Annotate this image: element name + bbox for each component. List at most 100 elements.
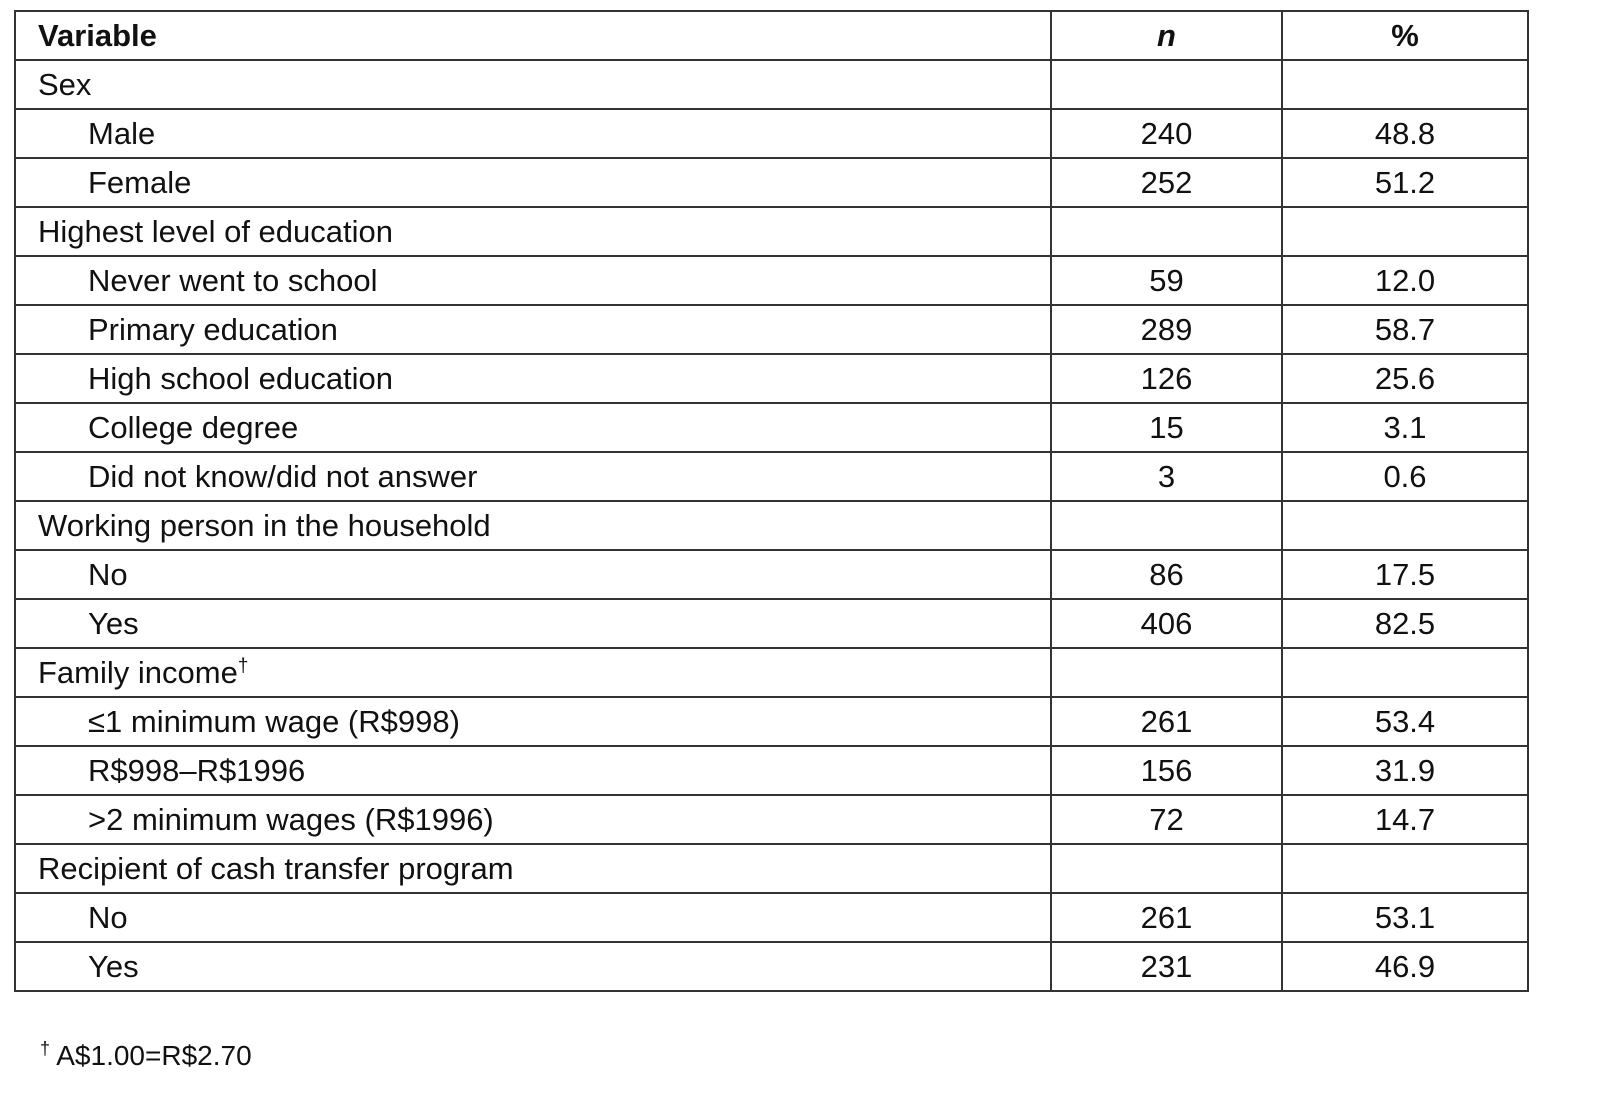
variable-cell: No	[14, 549, 1052, 600]
percent-cell: 46.9	[1281, 941, 1529, 992]
n-cell: 86	[1050, 549, 1283, 600]
variable-cell: >2 minimum wages (R$1996)	[14, 794, 1052, 845]
variable-cell: Working person in the household	[14, 500, 1052, 551]
variable-label: High school education	[88, 361, 394, 396]
variable-label: >2 minimum wages (R$1996)	[88, 802, 494, 837]
footnote-text: A$1.00=R$2.70	[50, 1040, 252, 1071]
table-row: ≤1 minimum wage (R$998) 261 53.4	[14, 696, 1529, 747]
n-cell	[1050, 843, 1283, 894]
table-row: >2 minimum wages (R$1996) 72 14.7	[14, 794, 1529, 845]
percent-cell	[1281, 59, 1529, 110]
table-row: No 261 53.1	[14, 892, 1529, 943]
n-cell: 3	[1050, 451, 1283, 502]
table-row: Male 240 48.8	[14, 108, 1529, 159]
variable-cell: Recipient of cash transfer program	[14, 843, 1052, 894]
header-n: n	[1050, 10, 1283, 61]
percent-cell: 0.6	[1281, 451, 1529, 502]
variable-label: Female	[88, 165, 192, 200]
variable-label: Male	[88, 116, 156, 151]
percent-cell: 3.1	[1281, 402, 1529, 453]
variable-cell: No	[14, 892, 1052, 943]
variable-cell: Yes	[14, 598, 1052, 649]
table-row: Primary education 289 58.7	[14, 304, 1529, 355]
percent-cell: 25.6	[1281, 353, 1529, 404]
percent-cell	[1281, 843, 1529, 894]
percent-cell: 14.7	[1281, 794, 1529, 845]
n-cell: 15	[1050, 402, 1283, 453]
demographics-table: Variable n % Sex Male 240 48.8 Female 252 51.2…	[14, 10, 1529, 992]
n-cell: 252	[1050, 157, 1283, 208]
n-cell	[1050, 206, 1283, 257]
group-row: Working person in the household	[14, 500, 1529, 551]
n-cell: 231	[1050, 941, 1283, 992]
n-cell: 59	[1050, 255, 1283, 306]
variable-cell: Yes	[14, 941, 1052, 992]
variable-cell: Primary education	[14, 304, 1052, 355]
table-row: R$998–R$1996 156 31.9	[14, 745, 1529, 796]
variable-cell: ≤1 minimum wage (R$998)	[14, 696, 1052, 747]
variable-cell: College degree	[14, 402, 1052, 453]
table-row: No 86 17.5	[14, 549, 1529, 600]
variable-label: Highest level of education	[38, 214, 394, 249]
group-row: Sex	[14, 59, 1529, 110]
percent-cell	[1281, 647, 1529, 698]
table-row: High school education 126 25.6	[14, 353, 1529, 404]
variable-label: Primary education	[88, 312, 338, 347]
group-row: Highest level of education	[14, 206, 1529, 257]
n-cell: 261	[1050, 696, 1283, 747]
n-cell: 72	[1050, 794, 1283, 845]
n-cell: 126	[1050, 353, 1283, 404]
n-cell: 261	[1050, 892, 1283, 943]
variable-cell: Sex	[14, 59, 1052, 110]
footnote-mark: †	[40, 1038, 51, 1059]
percent-cell: 48.8	[1281, 108, 1529, 159]
percent-cell: 17.5	[1281, 549, 1529, 600]
variable-cell: High school education	[14, 353, 1052, 404]
variable-cell: R$998–R$1996	[14, 745, 1052, 796]
group-row: Family income†	[14, 647, 1529, 698]
n-cell: 240	[1050, 108, 1283, 159]
n-cell	[1050, 500, 1283, 551]
n-cell: 289	[1050, 304, 1283, 355]
n-cell: 156	[1050, 745, 1283, 796]
group-row: Recipient of cash transfer program	[14, 843, 1529, 894]
n-cell	[1050, 647, 1283, 698]
percent-cell: 51.2	[1281, 157, 1529, 208]
table-row: Yes 406 82.5	[14, 598, 1529, 649]
variable-cell: Highest level of education	[14, 206, 1052, 257]
percent-cell: 53.4	[1281, 696, 1529, 747]
footnote-marker: †	[237, 655, 249, 677]
table-row: Yes 231 46.9	[14, 941, 1529, 992]
variable-label: Family income	[38, 655, 238, 690]
variable-label: Never went to school	[88, 263, 378, 298]
percent-cell: 12.0	[1281, 255, 1529, 306]
footnote: † A$1.00=R$2.70	[40, 1040, 252, 1072]
n-cell	[1050, 59, 1283, 110]
header-variable: Variable	[14, 10, 1052, 61]
header-row: Variable n %	[14, 10, 1529, 61]
variable-label: ≤1 minimum wage (R$998)	[88, 704, 460, 739]
percent-cell	[1281, 206, 1529, 257]
variable-label: College degree	[88, 410, 299, 445]
variable-label: No	[88, 557, 128, 592]
table-row: College degree 15 3.1	[14, 402, 1529, 453]
variable-label: Did not know/did not answer	[88, 459, 478, 494]
table-row: Female 252 51.2	[14, 157, 1529, 208]
percent-cell: 58.7	[1281, 304, 1529, 355]
variable-label: R$998–R$1996	[88, 753, 306, 788]
percent-cell: 53.1	[1281, 892, 1529, 943]
variable-label: Yes	[88, 606, 139, 641]
variable-cell: Male	[14, 108, 1052, 159]
header-percent: %	[1281, 10, 1529, 61]
variable-cell: Did not know/did not answer	[14, 451, 1052, 502]
variable-label: Recipient of cash transfer program	[38, 851, 514, 886]
table-row: Never went to school 59 12.0	[14, 255, 1529, 306]
variable-label: Sex	[38, 67, 92, 102]
variable-label: Yes	[88, 949, 139, 984]
variable-label: No	[88, 900, 128, 935]
variable-label: Working person in the household	[38, 508, 491, 543]
variable-cell: Family income†	[14, 647, 1052, 698]
variable-cell: Never went to school	[14, 255, 1052, 306]
percent-cell: 31.9	[1281, 745, 1529, 796]
n-cell: 406	[1050, 598, 1283, 649]
